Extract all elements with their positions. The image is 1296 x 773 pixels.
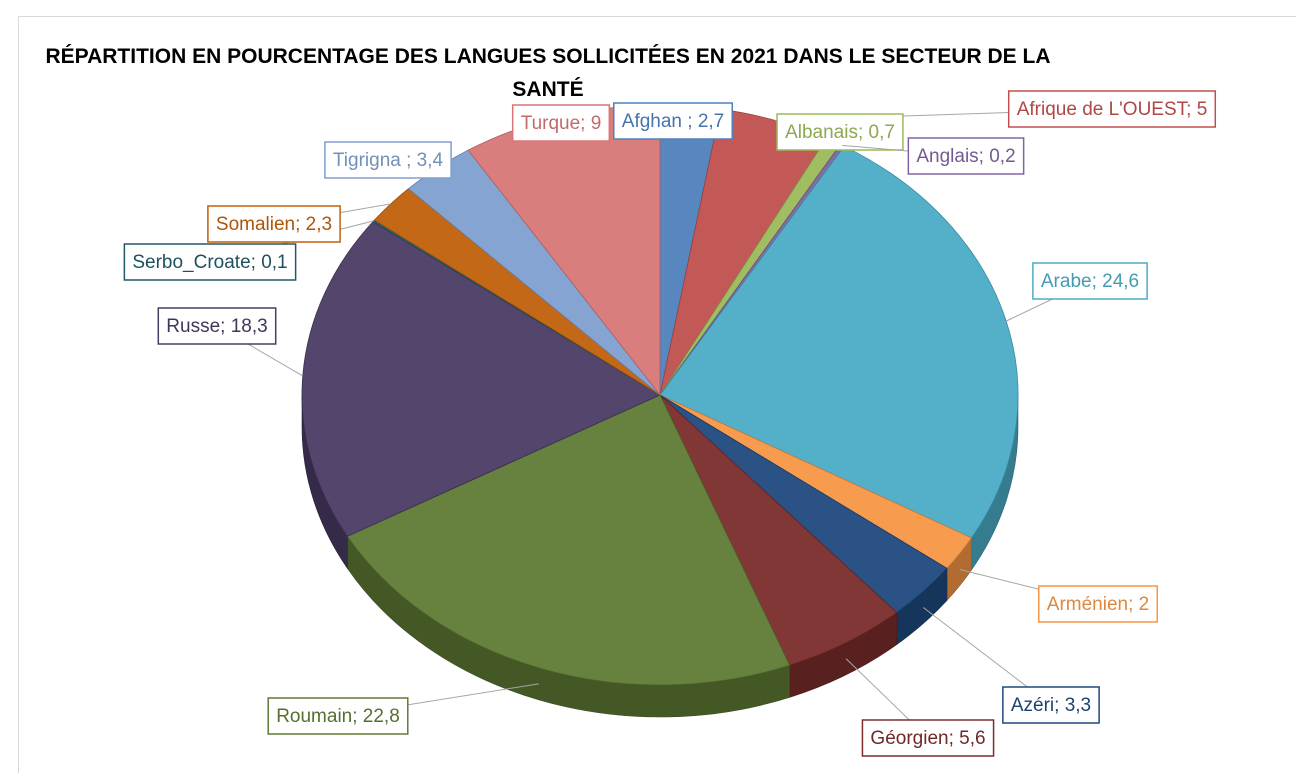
data-label-text: Serbo_Croate; 0,1 bbox=[132, 252, 287, 273]
data-label: Afrique de L'OUEST; 5 bbox=[1007, 90, 1217, 128]
data-label-box bbox=[1007, 90, 1217, 128]
data-label-box bbox=[1032, 262, 1148, 300]
data-label: Albanais; 0,7 bbox=[776, 113, 904, 151]
data-label-box bbox=[511, 104, 611, 142]
data-label: Géorgien; 5,6 bbox=[861, 719, 995, 757]
pie-top bbox=[301, 104, 1019, 686]
data-label-box bbox=[861, 719, 995, 757]
data-label: Arménien; 2 bbox=[1038, 585, 1158, 623]
data-label-box bbox=[267, 697, 409, 735]
data-labels: Afghan ; 2,7 Afrique de L'OUEST; 5 Albanai… bbox=[123, 90, 1217, 757]
data-label: Afghan ; 2,7 bbox=[613, 102, 733, 140]
chart-frame bbox=[18, 16, 1296, 773]
data-label: Serbo_Croate; 0,1 bbox=[123, 243, 297, 281]
data-label: Tigrigna ; 3,4 bbox=[324, 141, 452, 179]
data-label-text: Géorgien; 5,6 bbox=[870, 728, 985, 749]
data-label-box bbox=[613, 102, 733, 140]
data-label: Russe; 18,3 bbox=[157, 307, 277, 345]
slice bbox=[346, 394, 791, 686]
data-label-box bbox=[123, 243, 297, 281]
data-label: Azéri; 3,3 bbox=[1002, 686, 1100, 724]
data-label: Arabe; 24,6 bbox=[1032, 262, 1148, 300]
data-label-text: Azéri; 3,3 bbox=[1011, 695, 1091, 716]
data-label-box bbox=[207, 205, 341, 243]
data-label: Roumain; 22,8 bbox=[267, 697, 409, 735]
data-label-text: Tigrigna ; 3,4 bbox=[333, 150, 444, 171]
data-label-box bbox=[1038, 585, 1158, 623]
data-label-box bbox=[1002, 686, 1100, 724]
data-label-text: Afrique de L'OUEST; 5 bbox=[1017, 99, 1208, 120]
data-label-text: Arménien; 2 bbox=[1047, 594, 1149, 615]
data-label-text: Anglais; 0,2 bbox=[916, 146, 1015, 167]
data-label: Anglais; 0,2 bbox=[907, 137, 1025, 175]
data-label-text: Somalien; 2,3 bbox=[216, 214, 332, 235]
data-label-text: Turque; 9 bbox=[521, 113, 602, 134]
data-label: Turque; 9 bbox=[511, 104, 611, 142]
data-label-text: Arabe; 24,6 bbox=[1041, 271, 1139, 292]
data-label-box bbox=[157, 307, 277, 345]
slice bbox=[301, 221, 661, 537]
data-label-box bbox=[907, 137, 1025, 175]
data-label-box bbox=[324, 141, 452, 179]
data-label-text: Afghan ; 2,7 bbox=[622, 111, 724, 132]
data-label-text: Roumain; 22,8 bbox=[276, 706, 400, 727]
data-label-text: Russe; 18,3 bbox=[166, 316, 267, 337]
data-label-text: Albanais; 0,7 bbox=[785, 122, 895, 143]
chart-title: RÉPARTITION EN POURCENTAGE DES LANGUES S… bbox=[45, 45, 1051, 101]
data-label: Somalien; 2,3 bbox=[207, 205, 341, 243]
data-label-box bbox=[776, 113, 904, 151]
